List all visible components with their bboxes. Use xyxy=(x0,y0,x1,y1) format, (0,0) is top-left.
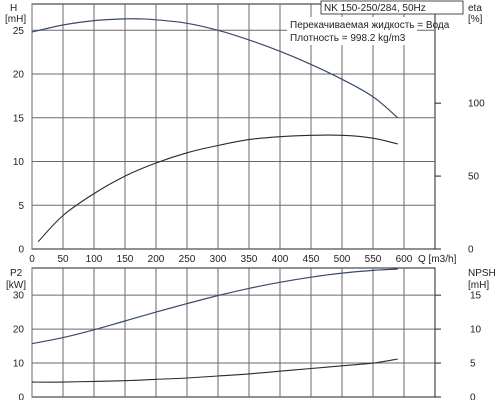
npsh-tick-label: 0 xyxy=(470,393,476,400)
eta-axis-unit: [%] xyxy=(468,14,483,25)
eta-tick-label: 100 xyxy=(468,99,485,110)
pump-label-box xyxy=(320,0,464,15)
x-tick-label: 0 xyxy=(29,254,35,265)
p2-axis-label: P2 xyxy=(10,268,23,279)
h-axis-label: H xyxy=(10,3,17,14)
h-tick-label: 5 xyxy=(18,201,24,212)
curves xyxy=(31,18,399,383)
q-axis-label: Q [m3/h] xyxy=(418,254,457,265)
npsh-tick-label: 5 xyxy=(470,359,476,370)
h-axis-unit: [mH] xyxy=(5,14,26,25)
x-tick-label: 350 xyxy=(241,254,258,265)
p2-tick-label: 0 xyxy=(18,393,24,400)
x-tick-label: 450 xyxy=(303,254,320,265)
eta-axis-label: eta xyxy=(468,3,482,14)
h-tick-label: 10 xyxy=(13,157,25,168)
eta-tick-label: 0 xyxy=(468,245,474,256)
x-tick-label: 400 xyxy=(272,254,289,265)
x-tick-label: 300 xyxy=(210,254,227,265)
info-box xyxy=(287,17,417,45)
npsh-curve xyxy=(31,358,398,383)
efficiency-curve xyxy=(37,134,398,243)
bottom-plot-frame xyxy=(31,267,436,398)
p2-tick-label: 20 xyxy=(13,325,25,336)
info-line-density: Плотность = 998.2 kg/m3 xyxy=(290,33,406,44)
x-tick-label: 600 xyxy=(396,254,413,265)
pump-label: NK 150-250/284, 50Hz xyxy=(324,3,426,14)
x-tick-label: 500 xyxy=(334,254,351,265)
p2-axis-unit: [kW] xyxy=(6,280,26,291)
npsh-tick-label: 15 xyxy=(470,291,482,302)
bottom-plot-grid xyxy=(31,268,435,397)
x-tick-label: 150 xyxy=(117,254,134,265)
h-tick-label: 25 xyxy=(13,26,25,37)
head-curve xyxy=(31,18,399,119)
p2-tick-label: 30 xyxy=(13,291,25,302)
x-tick-label: 50 xyxy=(57,254,69,265)
power-p2-curve xyxy=(31,268,398,345)
h-tick-label: 20 xyxy=(13,70,25,81)
npsh-tick-label: 10 xyxy=(470,325,482,336)
x-tick-label: 550 xyxy=(365,254,382,265)
info-line-fluid: Перекачиваемая жидкость = Вода xyxy=(290,20,450,31)
p2-tick-label: 10 xyxy=(13,359,25,370)
eta-tick-label: 50 xyxy=(468,172,480,183)
h-tick-label: 0 xyxy=(18,245,24,256)
x-tick-label: 200 xyxy=(148,254,165,265)
h-tick-label: 15 xyxy=(13,113,25,124)
x-tick-label: 250 xyxy=(179,254,196,265)
npsh-axis-unit: [mH] xyxy=(468,280,489,291)
tick-labels: 0 50 100 150 200 250 300 350 400 450 500 550 6000510… xyxy=(13,26,485,400)
npsh-axis-label: NPSH xyxy=(468,268,496,279)
x-tick-label: 100 xyxy=(86,254,103,265)
